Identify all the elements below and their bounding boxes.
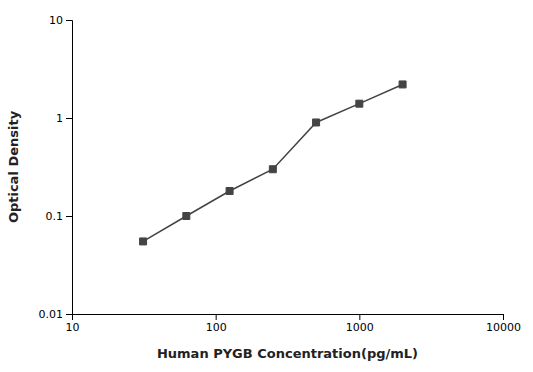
x-axis-title: Human PYGB Concentration(pg/mL) [157, 346, 418, 361]
y-tick: 0.1 [46, 210, 73, 223]
y-tick-label: 0.1 [46, 210, 64, 223]
y-tick-label: 10 [49, 14, 63, 27]
point [140, 238, 147, 245]
chart: 10 100 1000 10000 0.01 0.1 1 10 Human PYGB Conce… [0, 0, 533, 372]
x-axis: 10 100 1000 10000 [66, 314, 522, 334]
x-tick-mark [503, 314, 504, 320]
point [269, 166, 276, 173]
x-tick-label: 10 [66, 321, 80, 334]
x-tick-mark [359, 314, 360, 320]
x-tick: 100 [206, 314, 227, 334]
y-tick: 1 [56, 112, 72, 125]
y-tick-mark [66, 314, 72, 315]
y-tick-mark [66, 118, 72, 119]
y-tick: 0.01 [39, 308, 73, 321]
y-axis-title: Optical Density [6, 110, 21, 223]
line [143, 84, 402, 241]
x-tick: 10000 [486, 314, 521, 334]
x-tick-label: 1000 [346, 321, 374, 334]
x-tick: 10 [66, 314, 80, 334]
plot: 10 100 1000 10000 0.01 0.1 1 10 [39, 14, 522, 334]
marks [140, 81, 406, 245]
y-axis: 0.01 0.1 1 10 [39, 14, 73, 321]
point [313, 119, 320, 126]
y-tick-mark [66, 20, 72, 21]
point [183, 213, 190, 220]
x-tick-label: 10000 [486, 321, 521, 334]
x-tick: 1000 [346, 314, 374, 334]
y-tick-label: 0.01 [39, 308, 64, 321]
point [399, 81, 406, 88]
y-tick: 10 [49, 14, 72, 27]
y-tick-mark [66, 216, 72, 217]
point [356, 100, 363, 107]
x-axis-line [73, 315, 504, 321]
x-tick-label: 100 [206, 321, 227, 334]
y-tick-label: 1 [56, 112, 63, 125]
x-tick-mark [216, 314, 217, 320]
y-axis-line [66, 21, 73, 315]
point [226, 187, 233, 194]
